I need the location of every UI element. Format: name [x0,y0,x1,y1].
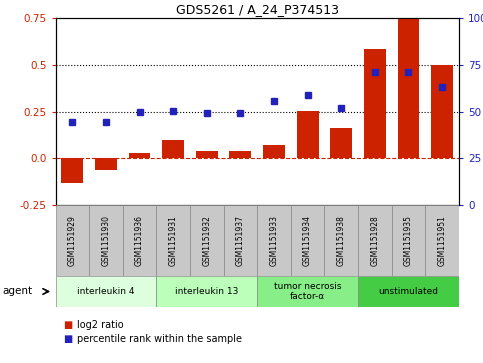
Bar [128,153,151,158]
Bar [257,276,358,307]
Bar [56,276,156,307]
Text: GSM1151937: GSM1151937 [236,215,245,266]
Bar [358,276,459,307]
Text: tumor necrosis
factor-α: tumor necrosis factor-α [274,282,341,301]
Bar [325,205,358,276]
Text: GSM1151931: GSM1151931 [169,215,178,266]
Bar [123,205,156,276]
Text: interleukin 4: interleukin 4 [77,287,135,296]
Bar [156,205,190,276]
Bar [291,205,325,276]
Bar [263,145,285,158]
Bar [196,151,218,158]
Bar [56,205,89,276]
Text: GSM1151928: GSM1151928 [370,215,379,266]
Text: unstimulated: unstimulated [379,287,439,296]
Bar [398,18,419,158]
Text: GSM1151930: GSM1151930 [101,215,111,266]
Bar [358,205,392,276]
Bar [297,111,318,158]
Bar [162,140,184,158]
Bar [156,276,257,307]
Text: GSM1151932: GSM1151932 [202,215,211,266]
Text: GSM1151938: GSM1151938 [337,215,346,266]
Text: ■: ■ [63,320,72,330]
Text: GSM1151929: GSM1151929 [68,215,77,266]
Text: GSM1151951: GSM1151951 [438,215,447,266]
Bar [330,129,352,158]
Bar [229,151,251,158]
Bar [364,49,386,158]
Bar [431,65,453,158]
Bar [425,205,459,276]
Title: GDS5261 / A_24_P374513: GDS5261 / A_24_P374513 [176,3,339,16]
Text: GSM1151935: GSM1151935 [404,215,413,266]
Text: interleukin 13: interleukin 13 [175,287,239,296]
Bar [392,205,425,276]
Bar [89,205,123,276]
Text: log2 ratio: log2 ratio [77,320,124,330]
Bar [257,205,291,276]
Bar [224,205,257,276]
Text: agent: agent [2,286,32,297]
Text: GSM1151936: GSM1151936 [135,215,144,266]
Bar [190,205,224,276]
Text: percentile rank within the sample: percentile rank within the sample [77,334,242,344]
Text: ■: ■ [63,334,72,344]
Bar [61,158,83,183]
Text: GSM1151933: GSM1151933 [270,215,279,266]
Bar [95,158,117,170]
Text: GSM1151934: GSM1151934 [303,215,312,266]
